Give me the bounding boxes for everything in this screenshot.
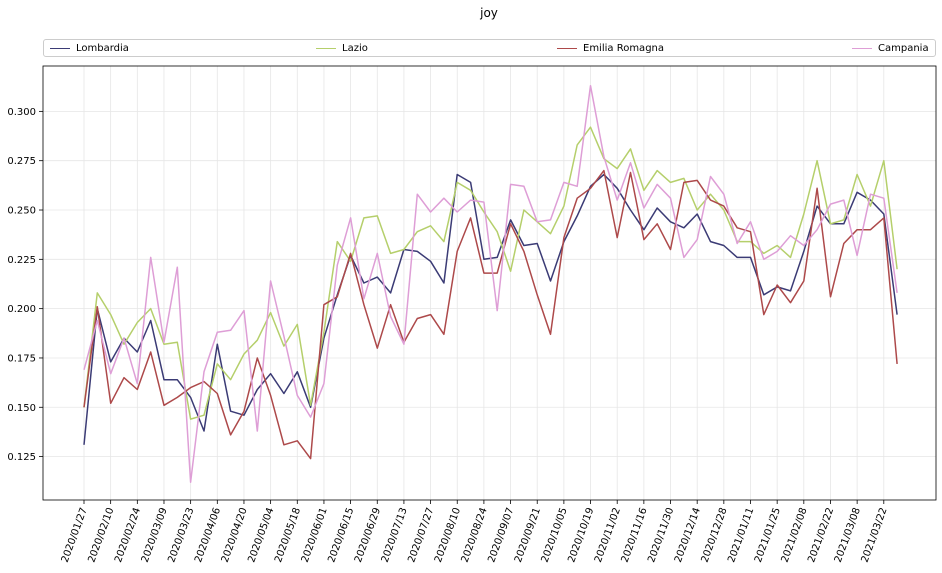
x-tick-label: 2020/05/18 xyxy=(273,506,303,564)
legend: Lombardia Lazio Emilia Romagna Campania xyxy=(43,39,936,57)
x-tick-label: 2020/10/05 xyxy=(540,506,570,564)
legend-item-campania: Campania xyxy=(852,40,929,56)
x-axis: 2020/01/272020/02/102020/02/242020/03/09… xyxy=(60,500,890,564)
legend-label-emilia-romagna: Emilia Romagna xyxy=(583,42,665,54)
series-line-lombardia xyxy=(83,173,898,445)
x-tick-label: 2020/04/06 xyxy=(193,506,223,564)
y-tick-label: 0.300 xyxy=(7,107,36,118)
y-tick-label: 0.275 xyxy=(7,156,36,167)
legend-swatch-campania xyxy=(852,47,872,49)
legend-item-emilia-romagna: Emilia Romagna xyxy=(557,40,664,56)
x-tick-label: 2020/05/04 xyxy=(246,506,276,564)
legend-swatch-emilia-romagna xyxy=(557,47,577,49)
x-tick-label: 2020/08/10 xyxy=(433,506,463,564)
chart-title: joy xyxy=(480,6,498,20)
series-line-campania xyxy=(83,84,898,483)
x-tick-label: 2020/12/28 xyxy=(700,506,730,564)
y-axis: 0.125 0.150 0.175 0.200 0.225 0.250 0.275 0.300 xyxy=(7,107,43,463)
x-tick-label: 2020/12/14 xyxy=(673,506,703,564)
x-tick-label: 2020/11/02 xyxy=(593,506,623,564)
legend-swatch-lazio xyxy=(316,47,336,49)
legend-label-campania: Campania xyxy=(878,42,929,54)
x-tick-label: 2021/03/08 xyxy=(833,506,863,564)
x-tick-label: 2021/01/25 xyxy=(753,506,783,564)
series-layer xyxy=(83,84,898,483)
x-tick-label: 2020/02/24 xyxy=(113,506,143,564)
x-tick-label: 2020/03/23 xyxy=(166,506,196,564)
legend-item-lombardia: Lombardia xyxy=(50,40,129,56)
x-tick-label: 2020/06/29 xyxy=(353,506,383,564)
x-tick-label: 2020/04/20 xyxy=(220,506,250,564)
x-tick-label: 2020/06/15 xyxy=(326,506,356,564)
legend-label-lazio: Lazio xyxy=(342,42,368,54)
y-tick-label: 0.125 xyxy=(7,452,36,463)
x-tick-label: 2020/10/19 xyxy=(566,506,596,564)
y-tick-label: 0.200 xyxy=(7,304,36,315)
y-tick-label: 0.225 xyxy=(7,255,36,266)
x-tick-label: 2020/02/10 xyxy=(86,506,116,564)
x-tick-label: 2021/01/11 xyxy=(726,506,756,564)
y-tick-label: 0.175 xyxy=(7,353,36,364)
x-tick-label: 2020/07/27 xyxy=(406,506,436,564)
legend-item-lazio: Lazio xyxy=(316,40,368,56)
x-tick-label: 2020/11/30 xyxy=(646,506,676,564)
x-tick-label: 2020/11/16 xyxy=(620,506,650,564)
x-tick-label: 2021/02/22 xyxy=(806,506,836,564)
x-tick-label: 2021/02/08 xyxy=(780,506,810,564)
x-tick-label: 2020/06/01 xyxy=(300,506,330,564)
x-tick-label: 2020/01/27 xyxy=(60,506,90,564)
x-tick-label: 2020/09/21 xyxy=(513,506,543,564)
plot-frame xyxy=(42,65,937,501)
legend-label-lombardia: Lombardia xyxy=(76,42,129,54)
x-tick-label: 2020/09/07 xyxy=(486,506,516,564)
y-tick-label: 0.250 xyxy=(7,206,36,217)
x-tick-label: 2021/03/22 xyxy=(860,506,890,564)
x-tick-label: 2020/07/13 xyxy=(380,506,410,564)
y-tick-label: 0.150 xyxy=(7,403,36,414)
legend-swatch-lombardia xyxy=(50,47,70,49)
series-line-emilia-romagna xyxy=(83,169,898,460)
x-tick-label: 2020/08/24 xyxy=(460,506,490,564)
x-tick-label: 2020/03/09 xyxy=(140,506,170,564)
